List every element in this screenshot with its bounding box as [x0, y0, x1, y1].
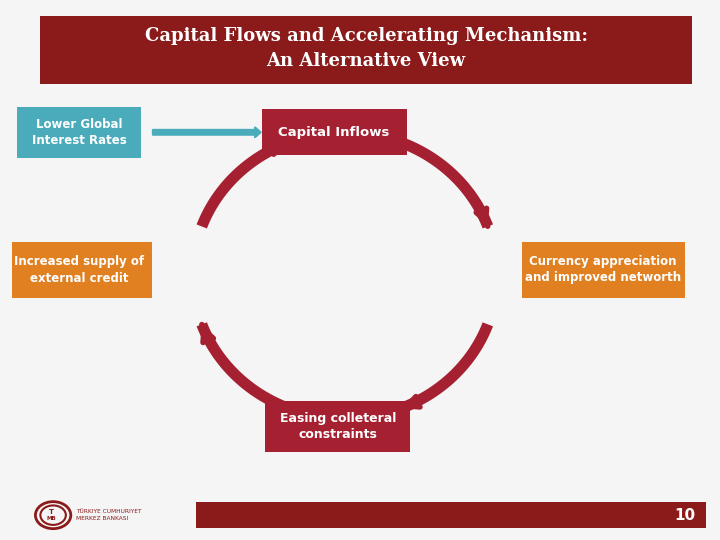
FancyBboxPatch shape — [17, 106, 141, 158]
Text: Easing colleteral
constraints: Easing colleteral constraints — [279, 412, 396, 441]
Text: MB: MB — [47, 516, 57, 522]
Text: Increased supply of
external credit: Increased supply of external credit — [14, 255, 145, 285]
Text: TÜRKIYE CUMHURIYET
MERKEZ BANKASI: TÜRKIYE CUMHURIYET MERKEZ BANKASI — [76, 509, 141, 521]
FancyBboxPatch shape — [40, 16, 692, 84]
Text: Capital Flows and Accelerating Mechanism:
An Alternative View: Capital Flows and Accelerating Mechanism… — [145, 28, 588, 70]
Text: Lower Global
Interest Rates: Lower Global Interest Rates — [32, 118, 127, 147]
Text: Capital Inflows: Capital Inflows — [279, 126, 390, 139]
FancyBboxPatch shape — [265, 401, 410, 453]
FancyBboxPatch shape — [261, 109, 407, 156]
Text: T: T — [49, 509, 54, 516]
FancyBboxPatch shape — [196, 502, 706, 528]
Text: 10: 10 — [674, 508, 696, 523]
FancyBboxPatch shape — [522, 241, 685, 298]
FancyBboxPatch shape — [6, 241, 152, 298]
Text: Currency appreciation
and improved networth: Currency appreciation and improved netwo… — [525, 255, 681, 285]
